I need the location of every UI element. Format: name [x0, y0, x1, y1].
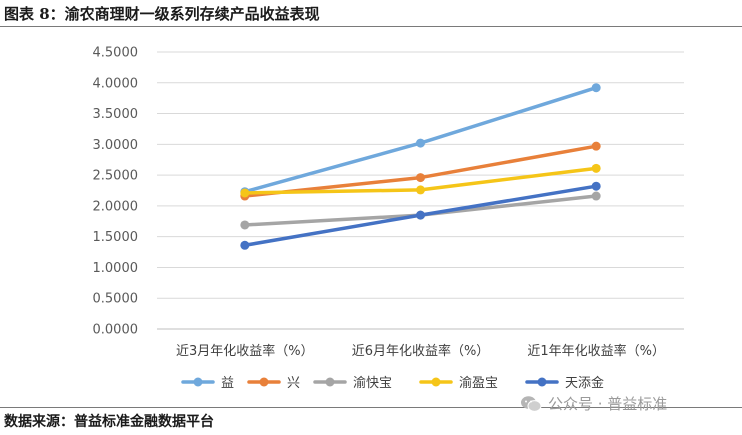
figure-title: 图表 8：渝农商理财一级系列存续产品收益表现 [4, 5, 320, 23]
y-tick-label: 0.0000 [93, 323, 139, 338]
legend-item: 天添金 [525, 375, 604, 391]
source-note: 数据来源：普益标准金融数据平台 [4, 414, 214, 430]
series-3 [240, 163, 601, 198]
x-tick-label: 近6月年化收益率（%） [352, 343, 490, 359]
legend-item: 兴 [247, 376, 300, 391]
legend-label: 渝快宝 [353, 375, 392, 391]
data-point [240, 240, 250, 250]
series-lines [240, 83, 601, 250]
y-tick-label: 2.5000 [93, 169, 139, 184]
legend-label: 天添金 [565, 375, 604, 391]
watermark: 公众号 · 普益标准 [520, 393, 667, 414]
y-tick-label: 3.5000 [93, 107, 139, 122]
data-point [416, 185, 425, 195]
data-point [416, 210, 425, 220]
legend-label: 兴 [287, 376, 300, 391]
y-tick-label: 1.0000 [93, 261, 139, 276]
data-point [240, 220, 250, 230]
y-tick-label: 0.5000 [93, 292, 139, 307]
series-2 [240, 191, 601, 230]
bottom-divider [0, 407, 742, 408]
legend-swatch-marker [259, 377, 269, 387]
x-axis-ticks: 近3月年化收益率（%） 近6月年化收益率（%） 近1年年化收益率（%） [176, 343, 665, 359]
legend-swatch-marker [431, 377, 441, 387]
y-tick-label: 4.0000 [93, 76, 139, 91]
x-tick-label: 近1年年化收益率（%） [527, 343, 665, 359]
legend-swatch-marker [193, 377, 203, 387]
wechat-icon [521, 395, 542, 412]
series-line [243, 194, 598, 227]
legend-item: 渝盈宝 [419, 375, 498, 391]
data-point [591, 83, 601, 93]
legend-swatch-marker [537, 377, 547, 387]
data-point [416, 138, 425, 148]
series-1 [240, 141, 601, 201]
x-tick-label: 近3月年化收益率（%） [176, 343, 314, 359]
legend-swatch-marker [325, 377, 335, 387]
series-4 [240, 181, 601, 250]
legend-label: 渝盈宝 [459, 375, 498, 391]
data-point [591, 141, 601, 151]
top-divider [0, 26, 742, 27]
data-point [416, 173, 425, 183]
data-point [240, 188, 250, 198]
legend-item: 渝快宝 [313, 375, 392, 391]
legend-label: 益 [221, 376, 234, 391]
y-tick-label: 3.0000 [93, 138, 139, 153]
line-chart: 0.0000 0.5000 1.0000 1.5000 2.0000 2.5000 3.00… [93, 46, 684, 391]
legend-item: 益 [181, 376, 234, 391]
data-point [591, 191, 601, 201]
y-tick-label: 4.5000 [93, 46, 139, 61]
y-tick-label: 1.5000 [93, 230, 139, 245]
watermark-text: 公众号 · 普益标准 [548, 395, 668, 413]
data-point [591, 181, 601, 191]
y-tick-label: 2.0000 [93, 199, 139, 214]
y-axis-ticks: 0.0000 0.5000 1.0000 1.5000 2.0000 2.5000 3.00… [93, 46, 139, 338]
legend: 益 兴 渝快宝 渝盈宝 天添金 [181, 375, 604, 391]
data-point [591, 163, 601, 173]
